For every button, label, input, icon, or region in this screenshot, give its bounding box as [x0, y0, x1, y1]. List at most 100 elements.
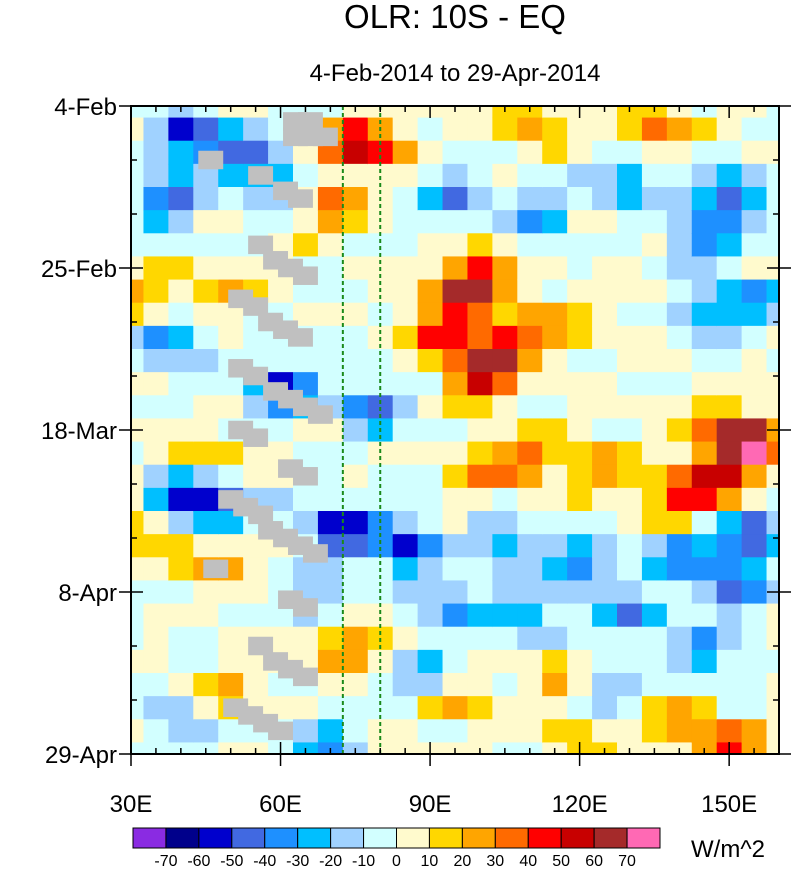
- heatmap-cell: [666, 233, 693, 258]
- heatmap-cell: [617, 302, 643, 327]
- heatmap-cell: [641, 557, 668, 582]
- plot-frame: [130, 105, 780, 755]
- heatmap-cell: [492, 325, 518, 350]
- heatmap-cell: [691, 372, 718, 396]
- heatmap-cell: [467, 187, 493, 211]
- chart-title: OLR: 10S - EQ: [344, 0, 566, 35]
- heatmap-cell: [617, 441, 643, 466]
- heatmap-cell: [691, 418, 718, 443]
- heatmap-cell: [617, 511, 643, 535]
- heatmap-cell: [218, 106, 244, 119]
- heatmap-cell: [492, 279, 518, 304]
- heatmap-cell: [741, 719, 768, 744]
- heatmap-cell: [542, 696, 568, 720]
- heatmap-cell: [417, 719, 444, 744]
- heatmap-cell: [417, 302, 444, 327]
- heatmap-cell: [542, 233, 568, 258]
- heatmap-cell: [617, 673, 643, 697]
- heatmap-cell: [617, 649, 643, 674]
- heatmap-cell: [392, 603, 419, 628]
- heatmap-cell: [542, 210, 568, 234]
- heatmap-cell: [741, 210, 768, 234]
- heatmap-cell: [417, 163, 444, 188]
- heatmap-cell: [567, 349, 593, 373]
- heatmap-cell: [417, 673, 444, 697]
- missing-data-cell: [268, 721, 293, 741]
- heatmap-cell: [716, 603, 743, 628]
- heatmap-cell: [617, 580, 643, 605]
- heatmap-cell: [417, 140, 444, 165]
- heatmap-cell: [293, 487, 319, 512]
- heatmap-cell: [417, 603, 444, 628]
- heatmap-cell: [716, 325, 743, 350]
- heatmap-cell: [367, 163, 394, 188]
- heatmap-cell: [442, 580, 469, 605]
- heatmap-cell: [592, 511, 618, 535]
- heatmap-cell: [293, 511, 319, 535]
- heatmap-cell: [317, 233, 344, 258]
- heatmap-cell: [467, 580, 493, 605]
- heatmap-cell: [392, 696, 419, 720]
- heatmap-cell: [442, 696, 469, 720]
- missing-data-cell: [297, 112, 323, 131]
- heatmap-cell: [168, 279, 194, 304]
- heatmap-cell: [517, 163, 543, 188]
- heatmap-cell: [567, 511, 593, 535]
- heatmap-cell: [492, 187, 518, 211]
- heatmap-cell: [716, 372, 743, 396]
- heatmap-cell: [143, 106, 169, 119]
- heatmap-cell: [392, 626, 419, 651]
- heatmap-cell: [666, 649, 693, 674]
- colorbar-swatch: [428, 827, 463, 849]
- heatmap-cell: [193, 256, 219, 281]
- heatmap-cell: [741, 649, 768, 674]
- heatmap-cell: [542, 418, 568, 443]
- heatmap-cell: [617, 279, 643, 304]
- heatmap-cell: [716, 511, 743, 535]
- heatmap-cell: [193, 418, 219, 443]
- heatmap-cell: [168, 464, 194, 489]
- heatmap-cell: [131, 279, 145, 304]
- heatmap-cell: [741, 580, 768, 605]
- heatmap-cell: [467, 603, 493, 628]
- heatmap-cell: [766, 233, 780, 258]
- heatmap-cell: [492, 464, 518, 489]
- heatmap-cell: [392, 649, 419, 674]
- heatmap-cell: [716, 673, 743, 697]
- heatmap-cell: [592, 279, 618, 304]
- heatmap-cell: [517, 580, 543, 605]
- heatmap-cell: [193, 187, 219, 211]
- heatmap-cell: [592, 580, 618, 605]
- heatmap-cell: [143, 372, 169, 396]
- heatmap-cell: [542, 719, 568, 744]
- heatmap-cell: [492, 117, 518, 142]
- missing-data-cell: [243, 297, 269, 316]
- heatmap-cell: [168, 395, 194, 420]
- heatmap-cell: [766, 325, 780, 350]
- y-tick-label: 4-Feb: [54, 94, 117, 121]
- heatmap-cell: [517, 418, 543, 443]
- heatmap-cell: [342, 487, 369, 512]
- heatmap-cell: [131, 534, 145, 558]
- heatmap-cell: [467, 511, 493, 535]
- heatmap-cell: [168, 302, 194, 327]
- heatmap-cell: [442, 395, 469, 420]
- heatmap-cell: [417, 395, 444, 420]
- heatmap-cell: [641, 534, 668, 558]
- heatmap-cell: [666, 626, 693, 651]
- heatmap-cell: [666, 372, 693, 396]
- heatmap-cell: [641, 140, 668, 165]
- heatmap-cell: [716, 279, 743, 304]
- heatmap-cell: [467, 487, 493, 512]
- heatmap-cell: [143, 233, 169, 258]
- heatmap-cell: [567, 603, 593, 628]
- heatmap-cell: [567, 626, 593, 651]
- heatmap-cell: [766, 603, 780, 628]
- heatmap-cell: [417, 418, 444, 443]
- missing-data-cell: [243, 366, 269, 386]
- colorbar-swatch: [297, 827, 332, 849]
- heatmap-cell: [143, 441, 169, 466]
- heatmap-cell: [592, 256, 618, 281]
- heatmap-cell: [168, 140, 194, 165]
- heatmap-cell: [467, 626, 493, 651]
